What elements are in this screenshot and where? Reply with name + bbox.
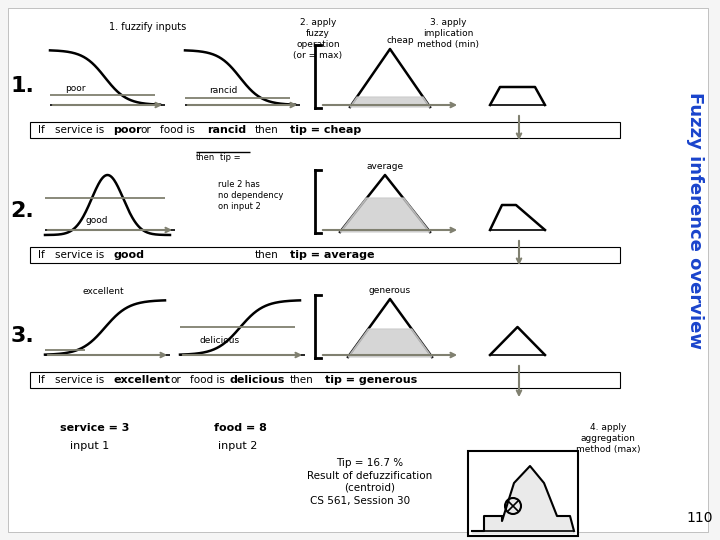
Text: (centroid): (centroid): [344, 483, 395, 493]
Text: rule 2 has
no dependency
on input 2: rule 2 has no dependency on input 2: [218, 180, 284, 211]
Text: 3.: 3.: [10, 326, 34, 346]
Text: 2. apply
fuzzy
operation
(or = max): 2. apply fuzzy operation (or = max): [294, 18, 343, 60]
Text: then: then: [255, 250, 279, 260]
Text: CS 561, Session 30: CS 561, Session 30: [310, 496, 410, 506]
Text: 3. apply
implication
method (min): 3. apply implication method (min): [417, 18, 479, 49]
Text: Fuzzy inference overview: Fuzzy inference overview: [686, 91, 704, 348]
Text: rancid: rancid: [207, 125, 246, 135]
Text: 4. apply
aggregation
method (max): 4. apply aggregation method (max): [576, 423, 640, 454]
Text: service = 3: service = 3: [60, 423, 130, 433]
Polygon shape: [350, 97, 430, 107]
Text: service is: service is: [55, 125, 104, 135]
Text: Tip = 16.7 %: Tip = 16.7 %: [336, 458, 404, 468]
Text: poor: poor: [113, 125, 142, 135]
Bar: [30, 122, 620, 138]
Text: tip = cheap: tip = cheap: [290, 125, 361, 135]
Text: excellent: excellent: [113, 375, 170, 385]
Text: average: average: [366, 162, 404, 171]
Polygon shape: [348, 329, 432, 357]
Text: tip = generous: tip = generous: [325, 375, 418, 385]
Text: or: or: [170, 375, 181, 385]
Text: 2.: 2.: [10, 201, 34, 221]
Text: rancid: rancid: [209, 86, 237, 95]
Text: If: If: [38, 125, 45, 135]
Text: generous: generous: [369, 286, 411, 295]
Text: If: If: [38, 375, 45, 385]
Text: delicious: delicious: [200, 336, 240, 345]
Text: tip = average: tip = average: [290, 250, 374, 260]
Bar: [468, 451, 578, 536]
Text: 110: 110: [687, 511, 714, 525]
Text: service is: service is: [55, 375, 104, 385]
Text: service is: service is: [55, 250, 104, 260]
Text: food = 8: food = 8: [214, 423, 266, 433]
Text: food is: food is: [160, 125, 195, 135]
Text: good: good: [113, 250, 144, 260]
Text: poor: poor: [65, 84, 85, 93]
Text: 1. fuzzify inputs: 1. fuzzify inputs: [109, 22, 186, 32]
Text: delicious: delicious: [230, 375, 285, 385]
Text: then: then: [290, 375, 314, 385]
Text: input 2: input 2: [218, 441, 258, 451]
Bar: [30, 372, 620, 388]
Text: good: good: [86, 216, 108, 225]
Text: food is: food is: [190, 375, 225, 385]
Text: Result of defuzzification: Result of defuzzification: [307, 471, 433, 481]
Text: then: then: [255, 125, 279, 135]
Text: excellent: excellent: [82, 287, 124, 296]
Bar: [30, 247, 620, 263]
Text: If: If: [38, 250, 45, 260]
Text: 1.: 1.: [10, 76, 34, 96]
Polygon shape: [340, 198, 430, 232]
Text: tip =: tip =: [220, 152, 240, 161]
Text: then: then: [196, 152, 215, 161]
Text: or: or: [140, 125, 150, 135]
Text: cheap: cheap: [386, 36, 414, 45]
Text: input 1: input 1: [71, 441, 109, 451]
